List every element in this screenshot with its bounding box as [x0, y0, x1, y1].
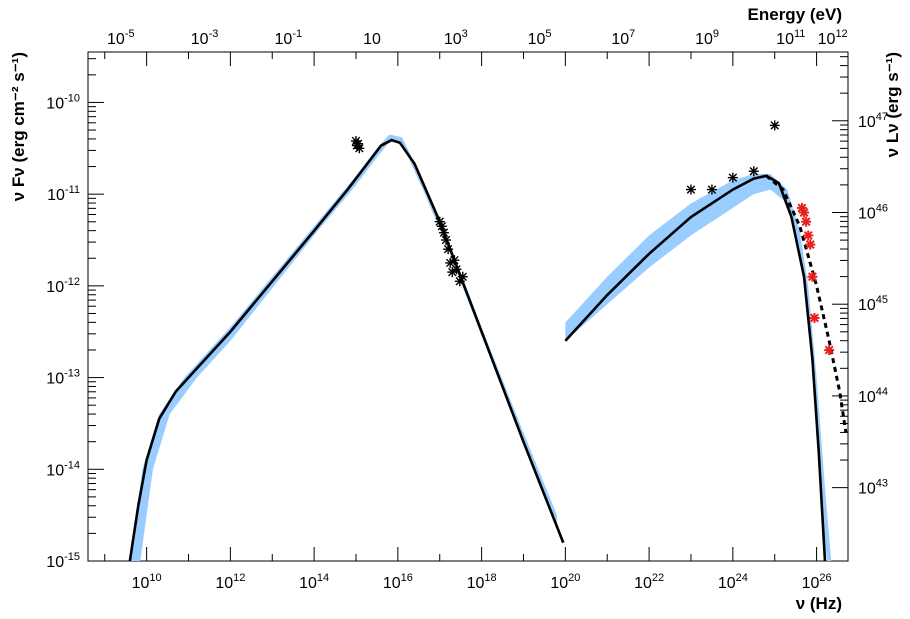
x2-tick-label: 107 — [611, 28, 635, 48]
x-tick-label: 1010 — [132, 572, 162, 592]
data-point-16 — [706, 184, 717, 195]
x-tick-label: 1020 — [550, 572, 580, 592]
y-tick-label: 10-13 — [46, 368, 80, 388]
y2-tick-label: 1047 — [858, 111, 888, 131]
x2-tick-label: 1012 — [818, 28, 848, 48]
data-point-18 — [748, 166, 759, 177]
x2-tick-label: 10 — [363, 31, 381, 48]
y-tick-label: 10-14 — [46, 459, 80, 479]
red-data-point-4 — [805, 239, 816, 250]
data-point-10 — [447, 267, 458, 278]
x2-tick-label: 1011 — [776, 28, 805, 48]
data-point-11 — [449, 255, 460, 266]
model-line-3 — [564, 174, 827, 561]
model-line-2 — [128, 138, 565, 561]
axis-layer: 1010 1012 1014 1016 1018 1020 1022 1024 1026 10-1… — [46, 28, 888, 592]
x-tick-label: 1022 — [634, 572, 664, 592]
x-tick-label: 1026 — [802, 572, 832, 592]
model-band-0 — [129, 134, 557, 561]
x2-tick-label: 103 — [444, 28, 468, 48]
y-tick-label: 10-11 — [47, 184, 80, 204]
data-point-8 — [443, 244, 454, 255]
x2-tick-label: 109 — [695, 28, 719, 48]
x-tick-label: 1018 — [467, 572, 497, 592]
series-layer — [128, 120, 848, 561]
x2-tick-label: 10-3 — [191, 28, 219, 48]
red-data-point-3 — [803, 230, 814, 241]
data-point-12 — [451, 264, 462, 275]
x2-axis-title: Energy (eV) — [748, 5, 842, 24]
data-point-3 — [354, 143, 365, 154]
y2-tick-label: 1043 — [858, 478, 888, 498]
x2-tick-label: 105 — [528, 28, 552, 48]
data-point-19 — [769, 120, 780, 131]
x-tick-label: 1016 — [383, 572, 413, 592]
red-data-point-5 — [807, 271, 818, 282]
x2-tick-label: 10-1 — [275, 28, 303, 48]
y-tick-label: 10-15 — [46, 551, 80, 571]
x-tick-label: 1024 — [718, 572, 748, 592]
y2-tick-label: 1045 — [858, 294, 888, 314]
data-point-6 — [438, 227, 449, 238]
red-data-point-6 — [809, 312, 820, 323]
red-data-point-2 — [801, 216, 812, 227]
x2-tick-label: 10-5 — [107, 28, 135, 48]
data-point-17 — [727, 172, 738, 183]
red-data-point-1 — [799, 207, 810, 218]
x-tick-label: 1014 — [299, 572, 329, 592]
y2-tick-label: 1044 — [858, 386, 888, 406]
y2-tick-label: 1046 — [858, 202, 888, 222]
model-dashed-line-4 — [765, 174, 848, 433]
data-point-15 — [685, 184, 696, 195]
data-point-14 — [457, 271, 468, 282]
x-tick-label: 1012 — [215, 572, 245, 592]
y2-axis-title: ν Lν (erg s⁻¹) — [883, 52, 902, 157]
x-axis-title: ν (Hz) — [796, 594, 842, 613]
data-point-7 — [441, 235, 452, 246]
model-band-1 — [565, 173, 832, 561]
y-axis-title: ν Fν (erg cm⁻² s⁻¹) — [9, 52, 28, 201]
red-data-point-7 — [824, 345, 835, 356]
plot-frame — [87, 51, 849, 562]
y-tick-label: 10-12 — [46, 276, 80, 296]
y-tick-label: 10-10 — [46, 92, 80, 112]
